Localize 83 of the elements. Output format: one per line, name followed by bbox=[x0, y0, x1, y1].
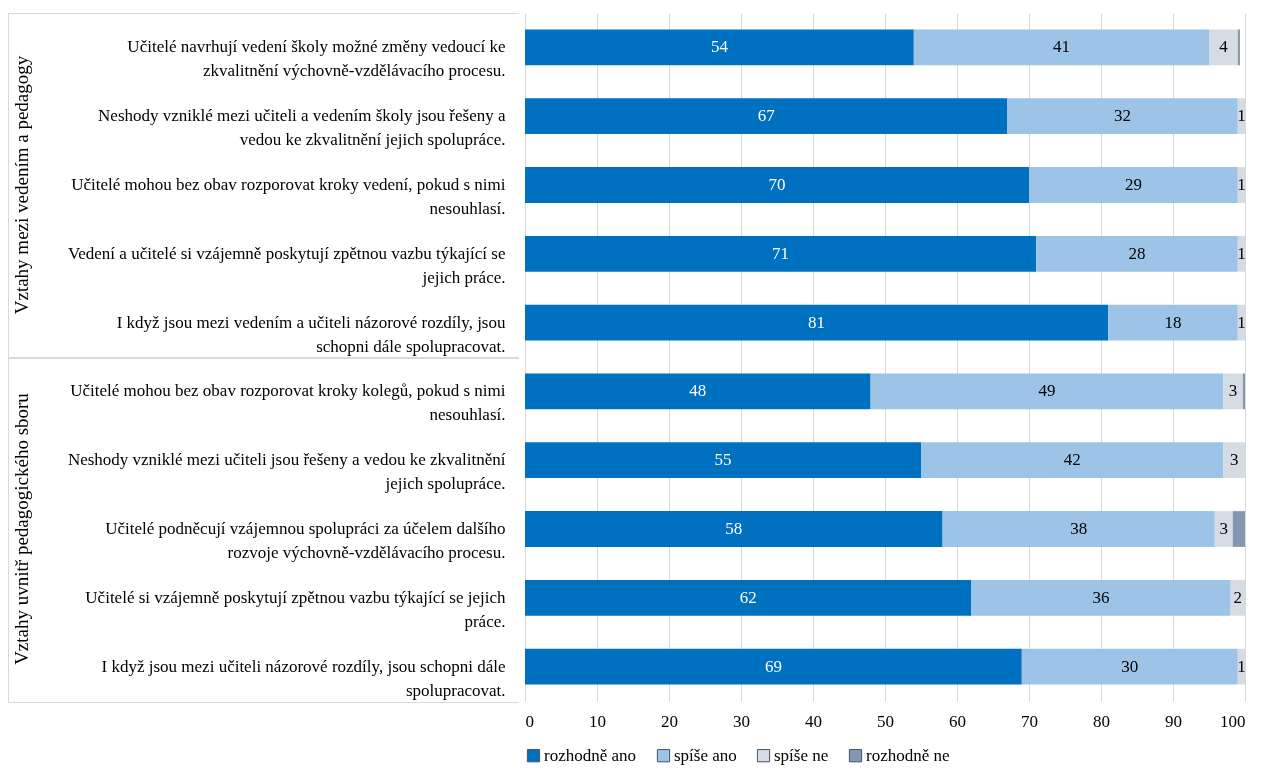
data-label: 54 bbox=[710, 37, 729, 57]
legend-label: rozhodně ano bbox=[544, 745, 637, 765]
data-label: 1 bbox=[1237, 106, 1246, 126]
data-label: 3 bbox=[1219, 519, 1229, 538]
bar bbox=[1242, 373, 1245, 410]
bar bbox=[971, 579, 1231, 616]
data-label: 3 bbox=[1228, 381, 1238, 401]
legend-label: spíše ne bbox=[774, 745, 829, 765]
bar bbox=[525, 304, 1109, 341]
bar bbox=[525, 98, 1008, 135]
y-tick-label: I když jsou mezi vedením a učiteli názorové rozdíly, jsou schopni dále spolupracovat. bbox=[116, 312, 506, 356]
x-tick-label: 30 bbox=[733, 711, 750, 731]
data-label: 71 bbox=[772, 243, 790, 263]
data-label: 1 bbox=[1237, 243, 1246, 263]
data-label: 30 bbox=[1121, 656, 1139, 676]
bar bbox=[1214, 511, 1233, 547]
data-label: 28 bbox=[1128, 243, 1146, 263]
text: Vztahy mezi vedením a pedagogy bbox=[11, 55, 33, 315]
data-label: 70 bbox=[768, 175, 786, 194]
y-tick-label: Učitelé mohou bez obav rozporovat kroky vedení, pokud s nimi nesouhlasí. bbox=[71, 175, 506, 218]
bar bbox=[525, 235, 1037, 272]
data-label: 36 bbox=[1092, 587, 1110, 607]
x-tick-label: 70 bbox=[1021, 711, 1038, 731]
y-tick-label: Vedení a učitelé si vzájemně poskytují zpětnou vazbu týkající se jejich práce. bbox=[67, 243, 506, 287]
data-label: 41 bbox=[1052, 37, 1070, 57]
data-label: 1 bbox=[1237, 312, 1246, 332]
x-tick-label: 50 bbox=[877, 711, 894, 731]
data-label: 55 bbox=[714, 450, 732, 470]
bar bbox=[525, 511, 943, 547]
y-tick-label: Učitelé si vzájemně poskytují zpětnou vazbu týkající se jejich práce. bbox=[85, 587, 506, 631]
bar bbox=[525, 373, 871, 410]
data-label: 81 bbox=[808, 312, 826, 332]
data-label: 32 bbox=[1114, 106, 1132, 126]
bar bbox=[525, 648, 1022, 685]
data-label: 18 bbox=[1164, 312, 1182, 332]
legend-label: spíše ano bbox=[674, 745, 737, 765]
bar bbox=[525, 579, 972, 616]
data-label: 58 bbox=[725, 519, 743, 538]
bar bbox=[525, 442, 921, 479]
x-tick-label: 80 bbox=[1093, 711, 1110, 731]
bar bbox=[913, 29, 1209, 66]
data-label: 42 bbox=[1063, 450, 1081, 470]
bar bbox=[1237, 29, 1240, 66]
x-tick-label: 90 bbox=[1165, 711, 1182, 731]
bar bbox=[1036, 235, 1238, 272]
data-label: 49 bbox=[1038, 381, 1056, 401]
data-label: 2 bbox=[1233, 587, 1243, 607]
data-label: 69 bbox=[764, 656, 782, 676]
legend-label: rozhodně ne bbox=[866, 745, 950, 765]
data-label: 1 bbox=[1237, 175, 1246, 194]
bar bbox=[1029, 167, 1238, 203]
x-tick-label: 20 bbox=[661, 711, 678, 731]
bar bbox=[1209, 29, 1238, 66]
bar bbox=[1232, 511, 1245, 547]
text: Vztahy uvnitř pedagogického sboru bbox=[11, 393, 33, 665]
bar bbox=[1021, 648, 1238, 685]
data-label: 67 bbox=[757, 106, 776, 126]
bar bbox=[525, 29, 914, 66]
bar bbox=[1223, 373, 1243, 410]
data-label: 38 bbox=[1070, 519, 1088, 538]
data-label: 3 bbox=[1229, 450, 1239, 470]
bar bbox=[1007, 98, 1238, 135]
x-tick-label: 10 bbox=[589, 711, 606, 731]
data-label: 29 bbox=[1124, 175, 1142, 194]
x-tick-label: 0 bbox=[525, 711, 534, 731]
data-label: 48 bbox=[689, 381, 707, 401]
y-tick-label: Učitelé navrhují vedení školy možné změny vedoucí ke zkvalitnění výchovně-vzdělávacího procesu. bbox=[127, 37, 506, 81]
data-label: 62 bbox=[739, 587, 757, 607]
x-tick-label: 100 bbox=[1220, 711, 1246, 731]
y-tick-label: Učitelé podněcují vzájemnou spolupráci za účelem dalšího rozvoje výchovně-vzdělávacího procesu. bbox=[105, 519, 506, 562]
y-tick-label: Neshody vzniklé mezi učiteli jsou řešeny a vedou ke zkvalitnění jejich spolupráce. bbox=[67, 450, 506, 494]
x-tick-label: 60 bbox=[949, 711, 966, 731]
bar bbox=[942, 511, 1215, 547]
y-tick-label: Neshody vzniklé mezi učiteli a vedením školy jsou řešeny a vedou ke zkvalitnění jejich spolupráce. bbox=[98, 106, 506, 150]
bar bbox=[1108, 304, 1238, 341]
data-label: 4 bbox=[1219, 37, 1229, 57]
bar bbox=[525, 167, 1029, 203]
bar bbox=[870, 373, 1224, 410]
data-label: 1 bbox=[1237, 656, 1246, 676]
y-tick-label: I když jsou mezi učiteli názorové rozdíly, jsou schopni dále spolupracovat. bbox=[101, 656, 506, 700]
y-tick-label: Učitelé mohou bez obav rozporovat kroky kolegů, pokud s nimi nesouhlasí. bbox=[70, 381, 506, 425]
x-tick-label: 40 bbox=[805, 711, 822, 731]
bar bbox=[921, 442, 1224, 479]
